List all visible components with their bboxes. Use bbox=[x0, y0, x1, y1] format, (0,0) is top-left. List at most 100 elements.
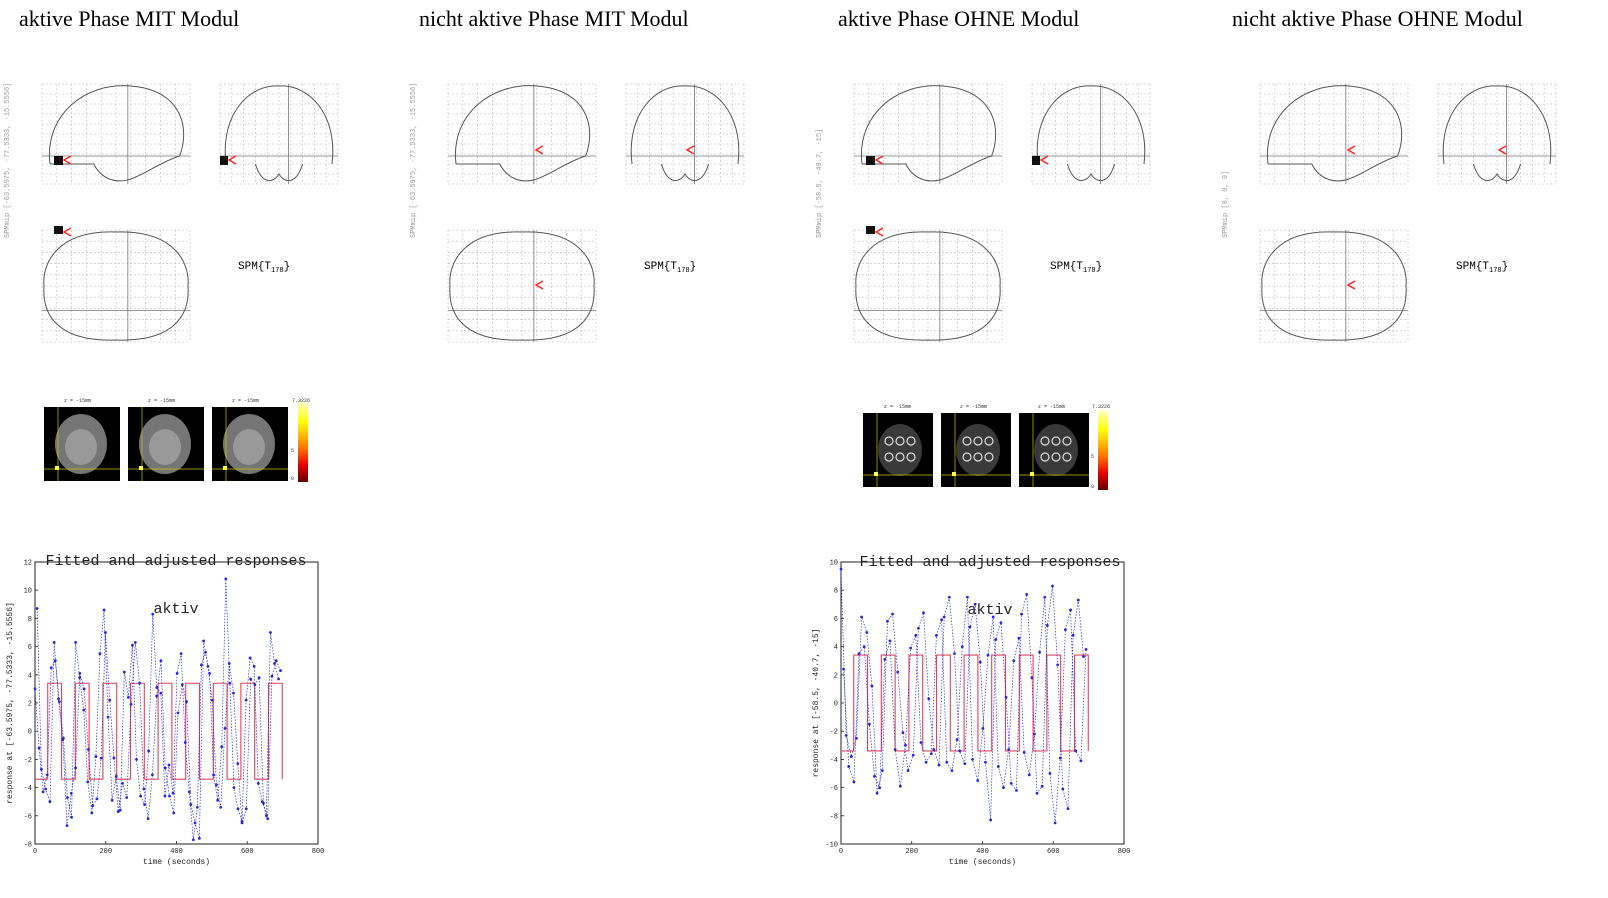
slice-views-ohne: z = -15mm z = -15mm z = -15mm 7.3226 5 0 bbox=[860, 404, 1140, 494]
adjusted-response-point bbox=[1071, 633, 1075, 637]
adjusted-response-point bbox=[142, 787, 146, 791]
adjusted-response-point bbox=[33, 687, 37, 691]
adjusted-response-point bbox=[70, 815, 73, 819]
adjusted-response-point bbox=[35, 607, 39, 610]
x-tick-label: 0 bbox=[839, 848, 843, 856]
adjusted-response-point bbox=[1040, 784, 1044, 788]
adjusted-response-point bbox=[932, 748, 936, 751]
adjusted-response-point bbox=[168, 794, 171, 798]
slice-caption: z = -15mm bbox=[148, 398, 176, 404]
adjusted-response-point bbox=[839, 567, 843, 571]
adjusted-response-point bbox=[65, 824, 69, 828]
activation-blob bbox=[866, 156, 875, 165]
brain-structure bbox=[1062, 436, 1072, 446]
adjusted-response-point bbox=[942, 615, 946, 619]
colorbar-mid-label: 5 bbox=[291, 448, 295, 454]
adjusted-response-point bbox=[916, 626, 920, 630]
adjusted-response-point bbox=[131, 643, 134, 647]
adjusted-response-point bbox=[86, 748, 90, 751]
fitted-response-line bbox=[841, 654, 1089, 752]
adjusted-response-point bbox=[172, 811, 176, 815]
adjusted-response-point bbox=[1022, 750, 1026, 754]
adjusted-response-point bbox=[1056, 663, 1060, 667]
activation-spot bbox=[223, 466, 227, 470]
adjusted-response-point bbox=[862, 645, 866, 648]
adjusted-response-point bbox=[44, 787, 48, 791]
y-tick-label: -4 bbox=[830, 757, 838, 765]
adjusted-response-point bbox=[273, 662, 276, 665]
spm-mip-side-label: SPMmip [0, 0, 0] bbox=[1222, 170, 1230, 238]
coronal-view bbox=[219, 83, 339, 185]
adjusted-response-point bbox=[118, 808, 122, 812]
brain-structure bbox=[1040, 436, 1050, 446]
activation-spot bbox=[55, 466, 59, 470]
adjusted-response-point bbox=[66, 796, 69, 799]
y-tick-label: -8 bbox=[24, 842, 32, 850]
brain-slice-svg bbox=[941, 413, 1011, 487]
y-tick-label: -8 bbox=[830, 813, 838, 821]
brain-slice-image bbox=[941, 413, 1011, 487]
coronal-view bbox=[1437, 83, 1557, 185]
brain-tissue bbox=[1034, 424, 1078, 476]
adjusted-response-point bbox=[1069, 608, 1072, 612]
adjusted-response-point bbox=[896, 670, 900, 674]
adjusted-response-point bbox=[860, 615, 864, 619]
cursor-marker bbox=[1497, 145, 1507, 155]
adjusted-response-point bbox=[45, 773, 49, 777]
adjusted-response-point bbox=[1038, 650, 1042, 654]
adjusted-response-point bbox=[279, 669, 282, 672]
brain-outline bbox=[1036, 85, 1146, 182]
y-tick-label: 0 bbox=[834, 701, 838, 709]
adjusted-response-point bbox=[1048, 772, 1052, 775]
cursor-marker bbox=[1346, 145, 1356, 155]
adjusted-response-point bbox=[1012, 659, 1016, 663]
adjusted-response-point bbox=[82, 687, 86, 691]
adjusted-response-point bbox=[37, 746, 41, 750]
brain-structure bbox=[233, 429, 265, 465]
adjusted-response-point bbox=[927, 697, 931, 701]
brain-structure bbox=[1040, 452, 1050, 462]
brain-structure bbox=[1051, 452, 1061, 462]
adjusted-response-point bbox=[206, 664, 210, 668]
adjusted-response-point bbox=[112, 756, 116, 760]
adjusted-response-point bbox=[223, 726, 227, 730]
activation-blob bbox=[1032, 156, 1040, 165]
plot-frame bbox=[34, 561, 319, 845]
adjusted-response-point bbox=[224, 577, 228, 581]
adjusted-response-point bbox=[994, 638, 998, 641]
cursor-marker bbox=[874, 227, 884, 237]
adjusted-response-point bbox=[78, 676, 82, 680]
adjusted-response-point bbox=[1051, 584, 1054, 588]
adjusted-response-point bbox=[996, 765, 1000, 768]
adjusted-response-point bbox=[1017, 636, 1021, 640]
glass-brain-svg bbox=[447, 83, 745, 343]
adjusted-response-point bbox=[911, 753, 915, 757]
adjusted-response-point bbox=[78, 671, 82, 675]
adjusted-response-line bbox=[36, 608, 281, 839]
adjusted-response-point bbox=[880, 769, 884, 773]
adjusted-response-point bbox=[98, 652, 102, 656]
brain-outline bbox=[48, 85, 185, 182]
slice-caption: z = -15mm bbox=[232, 398, 260, 404]
axial-view bbox=[447, 229, 597, 343]
cursor-marker bbox=[227, 155, 237, 165]
adjusted-response-point bbox=[108, 698, 112, 702]
glass-brain-svg bbox=[853, 83, 1151, 343]
brain-slice-image bbox=[44, 407, 120, 481]
brain-outline bbox=[224, 85, 334, 182]
y-tick-label: 6 bbox=[28, 644, 32, 652]
adjusted-response-point bbox=[965, 595, 969, 599]
adjusted-response-point bbox=[1043, 595, 1047, 599]
adjusted-response-point bbox=[195, 805, 199, 809]
brain-tissue bbox=[956, 424, 1000, 476]
adjusted-response-point bbox=[950, 769, 954, 773]
adjusted-response-point bbox=[133, 640, 137, 644]
activation-blob bbox=[220, 156, 228, 165]
adjusted-response-point bbox=[82, 708, 86, 712]
brain-structure bbox=[906, 452, 916, 462]
brain-slice-svg bbox=[863, 413, 933, 487]
y-tick-label: 8 bbox=[834, 588, 838, 596]
adjusted-response-point bbox=[244, 698, 248, 702]
adjusted-response-point bbox=[914, 633, 918, 637]
adjusted-response-line bbox=[840, 569, 1084, 821]
